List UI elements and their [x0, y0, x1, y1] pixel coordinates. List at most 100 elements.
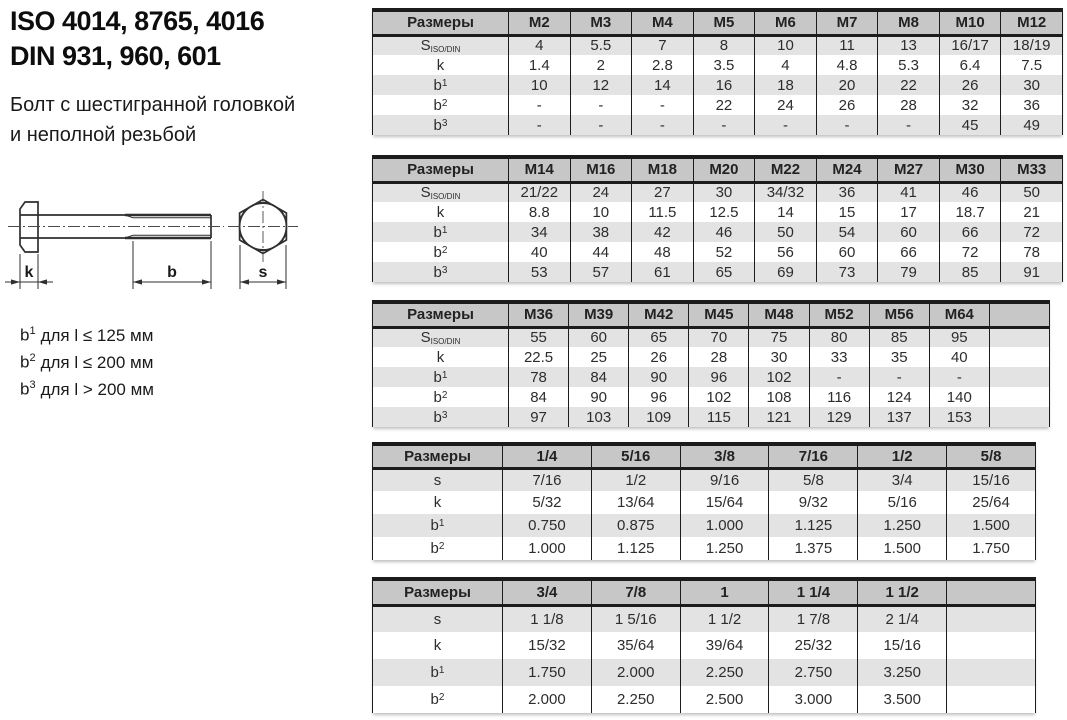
- note-b3: b3 для l > 200 мм: [20, 379, 154, 399]
- row-label: b2: [372, 95, 509, 115]
- value-cell: 46: [938, 182, 1002, 202]
- value-cell: -: [631, 115, 694, 135]
- value-cell: 54: [815, 222, 879, 242]
- column-header: M56: [868, 300, 930, 329]
- table-imperial-quarter-to-fiveeighths: Размеры 1/4 5/16 3/8 7/16 1/2 5/8 s 7/16 1/2 9/16 5…: [372, 442, 1036, 560]
- value-cell: 60: [568, 327, 630, 347]
- value-cell: -: [808, 367, 870, 387]
- standard-iso-line: ISO 4014, 8765, 4016: [10, 6, 265, 36]
- row-label: b2: [372, 242, 509, 262]
- value-cell: 103: [568, 407, 630, 427]
- value-cell: 153: [928, 407, 990, 427]
- value-cell: 8.8: [508, 202, 571, 222]
- table-metric-m36-m64: Размеры M36 M39 M42 M45 M48 M52 M56 M64 SISO/DIN 5…: [372, 300, 1051, 427]
- value-cell: 14: [754, 202, 817, 222]
- value-cell: 1 5/16: [590, 605, 681, 632]
- value-cell: 50: [754, 222, 817, 242]
- value-cell: 95: [928, 327, 990, 347]
- column-header: M20: [692, 155, 756, 184]
- description-line-1: Болт с шестигранной головкой: [10, 94, 296, 116]
- value-cell: 2.000: [590, 659, 681, 686]
- column-header: 1 1/2: [857, 577, 948, 607]
- value-cell: 57: [569, 262, 633, 282]
- column-header: M64: [928, 300, 990, 329]
- value-cell: 35/64: [590, 632, 681, 659]
- table-imperial-threequarter-to-oneandhalf: Размеры 3/4 7/8 1 1 1/4 1 1/2 s 1 1/8 1 5/16 1 1/…: [372, 577, 1036, 713]
- column-header: M33: [1000, 155, 1063, 184]
- value-cell: 28: [877, 95, 940, 115]
- column-header: M52: [808, 300, 870, 329]
- value-cell: 1.000: [502, 537, 592, 560]
- row-label: SISO/DIN: [372, 35, 509, 55]
- thread-length-notes: b1 для l ≤ 125 мм b2 для l ≤ 200 мм b3 для …: [20, 320, 154, 401]
- value-cell: 5.3: [877, 55, 940, 75]
- value-cell: 115: [688, 407, 750, 427]
- value-cell: 34: [508, 222, 571, 242]
- value-cell: [946, 605, 1036, 632]
- bolt-side-view: [8, 201, 224, 253]
- value-cell: 15/64: [679, 491, 770, 514]
- value-cell: 20: [815, 75, 879, 95]
- value-cell: 46: [692, 222, 756, 242]
- value-cell: 1 7/8: [768, 605, 859, 632]
- value-cell: 60: [877, 222, 940, 242]
- value-cell: 96: [688, 367, 750, 387]
- value-cell: 50: [1000, 182, 1063, 202]
- value-cell: 1 1/2: [679, 605, 770, 632]
- value-cell: 140: [928, 387, 990, 407]
- value-cell: 40: [928, 347, 990, 367]
- value-cell: 1/2: [590, 468, 681, 491]
- value-cell: 45: [938, 115, 1002, 135]
- value-cell: -: [868, 367, 930, 387]
- value-cell: 12: [569, 75, 633, 95]
- value-cell: 30: [1000, 75, 1063, 95]
- value-cell: 1.750: [502, 659, 592, 686]
- value-cell: 32: [938, 95, 1002, 115]
- table-row: b2 1.000 1.125 1.250 1.375 1.500 1.750: [372, 537, 1036, 560]
- column-header: M3: [569, 8, 633, 37]
- value-cell: -: [631, 95, 694, 115]
- value-cell: 1.500: [857, 537, 948, 560]
- table-row: k 15/32 35/64 39/64 25/32 15/16: [372, 632, 1036, 659]
- table-row: s 7/16 1/2 9/16 5/8 3/4 15/16: [372, 468, 1036, 491]
- column-header: 1/4: [502, 442, 592, 470]
- bolt-end-view: [228, 191, 298, 262]
- value-cell: 102: [748, 367, 810, 387]
- table-header-row: Размеры 3/4 7/8 1 1 1/4 1 1/2: [372, 577, 1036, 607]
- column-header: 3/8: [679, 442, 770, 470]
- column-header: 1/2: [857, 442, 948, 470]
- value-cell: 33: [808, 347, 870, 367]
- value-cell: -: [569, 95, 633, 115]
- value-cell: 70: [688, 327, 750, 347]
- value-cell: 14: [631, 75, 694, 95]
- value-cell: 13/64: [590, 491, 681, 514]
- value-cell: 84: [568, 367, 630, 387]
- value-cell: 15: [815, 202, 879, 222]
- value-cell: 5/16: [857, 491, 948, 514]
- note-b2: b2 для l ≤ 200 мм: [20, 352, 154, 372]
- value-cell: 5.5: [569, 35, 633, 55]
- size-column-header: Размеры: [372, 155, 509, 184]
- value-cell: 8: [692, 35, 756, 55]
- description-line-2: и неполной резьбой: [10, 124, 197, 146]
- page-title: ISO 4014, 8765, 4016 DIN 931, 960, 601: [10, 4, 265, 74]
- value-cell: 55: [507, 327, 570, 347]
- value-cell: 26: [815, 95, 879, 115]
- dim-label-b: b: [167, 264, 177, 281]
- value-cell: 3/4: [857, 468, 948, 491]
- value-cell: 84: [507, 387, 570, 407]
- size-column-header: Размеры: [372, 8, 509, 37]
- column-header: M12: [1000, 8, 1063, 37]
- row-label: k: [372, 55, 509, 75]
- value-cell: 34/32: [754, 182, 817, 202]
- value-cell: 72: [1000, 222, 1063, 242]
- value-cell: 11.5: [631, 202, 694, 222]
- value-cell: 121: [748, 407, 810, 427]
- value-cell: 16: [692, 75, 756, 95]
- column-header: 1 1/4: [768, 577, 859, 607]
- value-cell: [988, 367, 1051, 387]
- row-label: k: [372, 491, 503, 514]
- row-label: k: [372, 202, 509, 222]
- value-cell: 97: [507, 407, 570, 427]
